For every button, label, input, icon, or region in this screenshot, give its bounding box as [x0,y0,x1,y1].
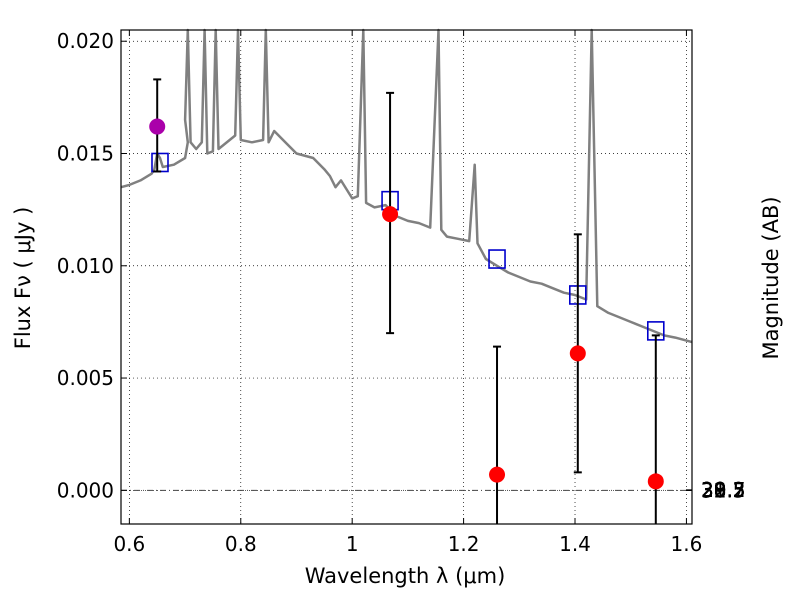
y2-tick-label: 29.2 [701,478,746,502]
observed-point [149,118,166,135]
plot-frame [120,29,693,525]
y-tick-label: 0.020 [57,29,114,53]
x-axis-ticks: 0.6 0.8 1 1.2 1.4 1.6 [113,30,702,556]
y2-tick-label: 32 [701,478,726,502]
x-axis-label: Wavelength λ (μm) [305,564,506,588]
observed-point [647,473,664,490]
y2-tick-label: 31 [701,478,726,502]
observed-point [382,206,399,223]
y2-tick-label: 29 [701,478,726,502]
observed-point [569,345,586,362]
y2-tick-label: 28.5 [701,478,746,502]
y-tick-label: 0.005 [57,366,114,390]
x-tick-label: 1.2 [448,532,480,556]
y2-tick-label: 29.5 [701,478,746,502]
y-tick-label: 0.000 [57,478,114,502]
observed-points [149,118,664,490]
observed-point [489,466,506,483]
x-tick-label: 1.4 [559,532,591,556]
y-tick-label: 0.015 [57,142,114,166]
y2-tick-label: 28.2 [701,478,746,502]
y2-tick-label: 30.5 [701,478,746,502]
model-point [488,249,506,269]
x-tick-label: 1 [346,532,359,556]
y-tick-label: 0.010 [57,254,114,278]
y2-tick-label: 30 [701,478,726,502]
y-axis-ticks: 0.000 0.005 0.010 0.015 0.020 [57,29,127,502]
y2-axis-label: Magnitude (AB) [759,196,783,359]
y2-tick-label: 28.3 [701,478,746,502]
x-tick-label: 1.6 [671,532,703,556]
y2-tick-label: 28.7 [701,478,746,502]
x-tick-label: 0.6 [113,532,145,556]
spectrum-line [120,28,693,344]
y-axis-label: Flux Fν ( μJy ) [11,207,35,350]
x-tick-label: 0.8 [225,532,257,556]
